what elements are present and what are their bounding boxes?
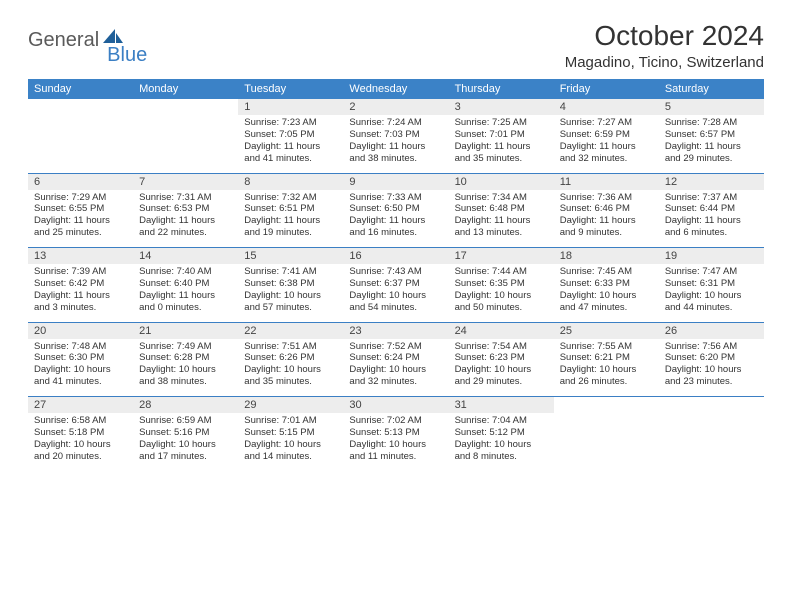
day-content: Sunrise: 7:54 AM Sunset: 6:23 PM Dayligh…	[449, 339, 554, 397]
day-header-mon: Monday	[133, 79, 238, 99]
day-number	[554, 397, 659, 413]
day-number: 8	[238, 174, 343, 190]
day-number: 29	[238, 397, 343, 413]
day-content-row: Sunrise: 6:58 AM Sunset: 5:18 PM Dayligh…	[28, 413, 764, 471]
title-block: October 2024 Magadino, Ticino, Switzerla…	[565, 20, 764, 71]
day-header-wed: Wednesday	[343, 79, 448, 99]
day-content: Sunrise: 7:31 AM Sunset: 6:53 PM Dayligh…	[133, 190, 238, 248]
day-content-row: Sunrise: 7:39 AM Sunset: 6:42 PM Dayligh…	[28, 264, 764, 322]
day-content: Sunrise: 7:56 AM Sunset: 6:20 PM Dayligh…	[659, 339, 764, 397]
day-content: Sunrise: 7:32 AM Sunset: 6:51 PM Dayligh…	[238, 190, 343, 248]
day-content	[554, 413, 659, 471]
day-content-row: Sunrise: 7:48 AM Sunset: 6:30 PM Dayligh…	[28, 339, 764, 397]
day-content: Sunrise: 7:02 AM Sunset: 5:13 PM Dayligh…	[343, 413, 448, 471]
day-number: 5	[659, 99, 764, 115]
day-content: Sunrise: 7:48 AM Sunset: 6:30 PM Dayligh…	[28, 339, 133, 397]
day-number: 26	[659, 323, 764, 339]
day-number: 2	[343, 99, 448, 115]
day-number	[133, 99, 238, 115]
daynum-row: 6789101112	[28, 174, 764, 190]
day-number: 9	[343, 174, 448, 190]
day-number: 3	[449, 99, 554, 115]
day-content: Sunrise: 7:37 AM Sunset: 6:44 PM Dayligh…	[659, 190, 764, 248]
day-content: Sunrise: 7:36 AM Sunset: 6:46 PM Dayligh…	[554, 190, 659, 248]
day-number: 31	[449, 397, 554, 413]
daynum-row: 13141516171819	[28, 248, 764, 264]
day-number	[659, 397, 764, 413]
day-content: Sunrise: 7:25 AM Sunset: 7:01 PM Dayligh…	[449, 115, 554, 173]
day-content: Sunrise: 7:04 AM Sunset: 5:12 PM Dayligh…	[449, 413, 554, 471]
day-content: Sunrise: 7:24 AM Sunset: 7:03 PM Dayligh…	[343, 115, 448, 173]
day-number: 13	[28, 248, 133, 264]
day-content: Sunrise: 7:43 AM Sunset: 6:37 PM Dayligh…	[343, 264, 448, 322]
day-number: 23	[343, 323, 448, 339]
day-number: 16	[343, 248, 448, 264]
day-content: Sunrise: 7:49 AM Sunset: 6:28 PM Dayligh…	[133, 339, 238, 397]
day-content: Sunrise: 7:39 AM Sunset: 6:42 PM Dayligh…	[28, 264, 133, 322]
day-number: 18	[554, 248, 659, 264]
location-text: Magadino, Ticino, Switzerland	[565, 54, 764, 71]
day-header-sun: Sunday	[28, 79, 133, 99]
day-content: Sunrise: 7:55 AM Sunset: 6:21 PM Dayligh…	[554, 339, 659, 397]
day-content	[133, 115, 238, 173]
day-content: Sunrise: 7:34 AM Sunset: 6:48 PM Dayligh…	[449, 190, 554, 248]
day-content: Sunrise: 6:58 AM Sunset: 5:18 PM Dayligh…	[28, 413, 133, 471]
day-number: 6	[28, 174, 133, 190]
day-number: 4	[554, 99, 659, 115]
day-number	[28, 99, 133, 115]
day-content	[28, 115, 133, 173]
day-content: Sunrise: 7:52 AM Sunset: 6:24 PM Dayligh…	[343, 339, 448, 397]
logo-text-general: General	[28, 29, 99, 52]
day-header-sat: Saturday	[659, 79, 764, 99]
day-number: 20	[28, 323, 133, 339]
day-header-thu: Thursday	[449, 79, 554, 99]
logo-text-blue: Blue	[107, 44, 147, 67]
day-header-tue: Tuesday	[238, 79, 343, 99]
day-content: Sunrise: 7:27 AM Sunset: 6:59 PM Dayligh…	[554, 115, 659, 173]
day-number: 19	[659, 248, 764, 264]
day-number: 17	[449, 248, 554, 264]
daynum-row: 2728293031	[28, 397, 764, 413]
day-content: Sunrise: 6:59 AM Sunset: 5:16 PM Dayligh…	[133, 413, 238, 471]
day-content: Sunrise: 7:47 AM Sunset: 6:31 PM Dayligh…	[659, 264, 764, 322]
day-content: Sunrise: 7:44 AM Sunset: 6:35 PM Dayligh…	[449, 264, 554, 322]
day-header-row: Sunday Monday Tuesday Wednesday Thursday…	[28, 79, 764, 99]
day-content: Sunrise: 7:41 AM Sunset: 6:38 PM Dayligh…	[238, 264, 343, 322]
day-number: 11	[554, 174, 659, 190]
day-content-row: Sunrise: 7:29 AM Sunset: 6:55 PM Dayligh…	[28, 190, 764, 248]
day-number: 27	[28, 397, 133, 413]
day-number: 25	[554, 323, 659, 339]
day-number: 21	[133, 323, 238, 339]
calendar-body: 12345Sunrise: 7:23 AM Sunset: 7:05 PM Da…	[28, 99, 764, 471]
day-content: Sunrise: 7:23 AM Sunset: 7:05 PM Dayligh…	[238, 115, 343, 173]
day-number: 15	[238, 248, 343, 264]
day-content	[659, 413, 764, 471]
calendar-table: Sunday Monday Tuesday Wednesday Thursday…	[28, 79, 764, 471]
day-content: Sunrise: 7:51 AM Sunset: 6:26 PM Dayligh…	[238, 339, 343, 397]
day-content: Sunrise: 7:01 AM Sunset: 5:15 PM Dayligh…	[238, 413, 343, 471]
logo: General Blue	[28, 20, 147, 61]
day-content: Sunrise: 7:29 AM Sunset: 6:55 PM Dayligh…	[28, 190, 133, 248]
day-number: 24	[449, 323, 554, 339]
day-number: 7	[133, 174, 238, 190]
day-content: Sunrise: 7:28 AM Sunset: 6:57 PM Dayligh…	[659, 115, 764, 173]
day-number: 14	[133, 248, 238, 264]
day-number: 28	[133, 397, 238, 413]
header: General Blue October 2024 Magadino, Tici…	[28, 20, 764, 71]
day-content: Sunrise: 7:45 AM Sunset: 6:33 PM Dayligh…	[554, 264, 659, 322]
day-number: 1	[238, 99, 343, 115]
page-title: October 2024	[565, 20, 764, 52]
logo-sail-icon	[103, 29, 123, 45]
day-content-row: Sunrise: 7:23 AM Sunset: 7:05 PM Dayligh…	[28, 115, 764, 173]
day-header-fri: Friday	[554, 79, 659, 99]
daynum-row: 12345	[28, 99, 764, 115]
day-content: Sunrise: 7:40 AM Sunset: 6:40 PM Dayligh…	[133, 264, 238, 322]
daynum-row: 20212223242526	[28, 323, 764, 339]
day-number: 22	[238, 323, 343, 339]
day-content: Sunrise: 7:33 AM Sunset: 6:50 PM Dayligh…	[343, 190, 448, 248]
day-number: 10	[449, 174, 554, 190]
day-number: 30	[343, 397, 448, 413]
day-number: 12	[659, 174, 764, 190]
